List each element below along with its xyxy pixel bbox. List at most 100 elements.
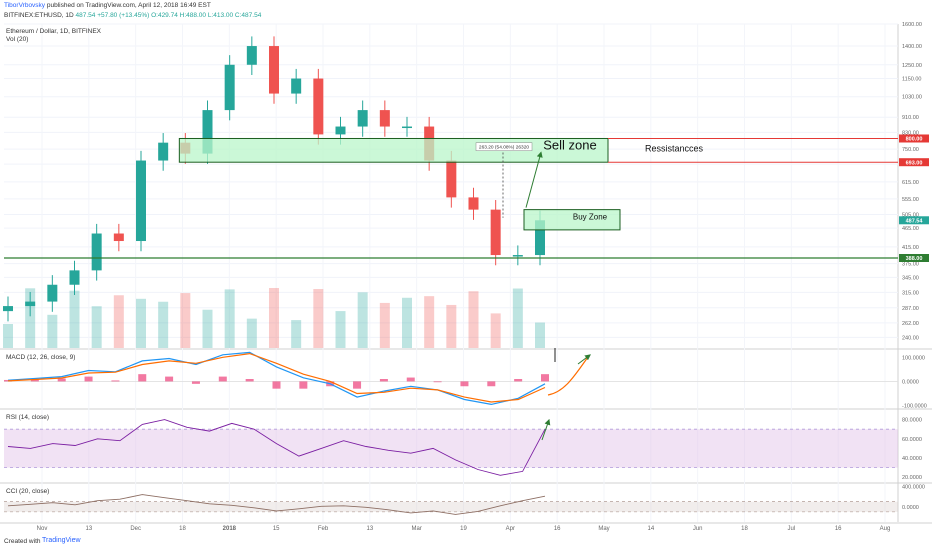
macd-histogram-bar xyxy=(191,381,200,384)
time-tick-label: 2018 xyxy=(223,526,237,532)
candle-body xyxy=(291,78,302,94)
volume-bar xyxy=(535,322,545,348)
time-tick-label: Mar xyxy=(411,526,421,532)
indicator-tick-label: 100.0000 xyxy=(902,355,925,361)
volume-bar xyxy=(490,313,501,348)
macd-histogram-bar xyxy=(299,381,308,389)
ohlc-values: O:429.74 H:488.00 L:413.00 C:487.54 xyxy=(151,12,262,19)
macd-histogram-bar xyxy=(379,379,388,382)
macd-projection-curve xyxy=(547,356,589,396)
volume-bar xyxy=(47,314,58,348)
candle-body xyxy=(335,126,346,135)
time-tick-label: Jul xyxy=(787,526,795,532)
price-tick-label: 1150.00 xyxy=(902,77,921,83)
candle-body xyxy=(535,220,545,256)
volume-bar xyxy=(113,295,124,348)
price-axis-tag-text: 388.00 xyxy=(906,256,923,262)
candle-body xyxy=(468,197,479,210)
macd-histogram-bar xyxy=(165,376,174,382)
price-axis-tag-text: 800.00 xyxy=(906,137,923,143)
time-tick-label: Feb xyxy=(318,526,329,532)
price-tick-label: 830.00 xyxy=(902,130,919,136)
macd-histogram-bar xyxy=(30,379,39,382)
indicator-tick-label: 0.0000 xyxy=(902,505,919,511)
volume-bar xyxy=(69,290,80,348)
price-text: 487.54 xyxy=(75,12,96,19)
time-tick-label: 13 xyxy=(85,526,92,532)
price-tick-label: 1400.00 xyxy=(902,44,922,50)
volume-bar xyxy=(468,291,479,348)
macd-projection-arrow xyxy=(577,354,591,365)
time-tick-label: 19 xyxy=(460,526,467,532)
measure-label-box xyxy=(475,142,533,151)
price-tick-label: 465.00 xyxy=(902,226,919,232)
macd-histogram-bar xyxy=(514,379,523,382)
price-tick-label: 315.00 xyxy=(902,290,919,296)
time-tick-label: 13 xyxy=(366,526,373,532)
volume-bar xyxy=(402,297,412,348)
price-tick-label: 615.00 xyxy=(902,180,919,186)
price-tick-label: 345.00 xyxy=(902,275,919,281)
macd-histogram-bar xyxy=(57,378,66,382)
cci-title: CCI (20, close) xyxy=(6,488,49,495)
time-tick-label: Aug xyxy=(880,526,891,532)
author-link[interactable]: TiborVrbovsky xyxy=(4,2,46,9)
volume-bar xyxy=(512,288,523,348)
volume-bar xyxy=(224,289,235,348)
time-tick-label: Nov xyxy=(37,526,48,532)
candle-body xyxy=(357,110,368,127)
price-axis-tag-resistance xyxy=(899,158,929,167)
price-tick-label: 555.00 xyxy=(902,197,919,203)
time-tick-label: May xyxy=(598,526,609,532)
candle-body xyxy=(402,126,412,129)
macd-histogram-bar xyxy=(433,381,442,383)
macd-histogram-bar xyxy=(541,374,549,382)
time-tick-label: Dec xyxy=(130,526,141,532)
macd-title: MACD (12, 26, close, 9) xyxy=(6,354,75,361)
price-tick-label: 1030.00 xyxy=(902,95,922,101)
ohlc-line: BITFINEX:ETHUSD, 1D 487.54 +57.80 (+13.4… xyxy=(4,12,261,19)
volume-bar xyxy=(180,293,191,348)
volume-bar xyxy=(379,302,390,348)
publish-line: TiborVrbovsky published on TradingView.c… xyxy=(4,2,211,9)
candle-body xyxy=(490,209,501,256)
candle-body xyxy=(69,270,80,285)
price-axis-tag-resistance xyxy=(899,134,929,143)
cci-line xyxy=(7,494,546,515)
indicator-tick-label: 40.0000 xyxy=(902,456,922,462)
time-tick-label: Jun xyxy=(693,526,703,532)
candle-body xyxy=(202,110,213,154)
buy-zone-box xyxy=(523,209,621,231)
price-tick-label: 750.00 xyxy=(902,147,919,153)
volume-bar xyxy=(335,311,346,348)
change-text: +57.80 (+13.45%) xyxy=(97,12,150,19)
candle-body xyxy=(3,306,13,312)
price-axis-tag-text: 693.00 xyxy=(906,160,923,166)
candle-body xyxy=(158,142,169,161)
volume-bar xyxy=(246,318,257,348)
rsi-line xyxy=(7,419,546,476)
volume-bar xyxy=(91,306,102,348)
tradingview-logo[interactable]: TradingView xyxy=(42,537,81,544)
price-tick-label: 240.00 xyxy=(902,335,919,341)
candle-body xyxy=(224,64,235,111)
cci-band xyxy=(4,501,898,512)
price-tick-label: 910.00 xyxy=(902,115,919,121)
price-axis-tag-last xyxy=(899,216,929,225)
indicator-tick-label: -100.0000 xyxy=(902,404,927,410)
time-tick-label: Apr xyxy=(506,526,515,532)
macd-histogram-bar xyxy=(353,381,362,389)
candles-group xyxy=(3,36,545,322)
volume-bar xyxy=(446,304,457,348)
macd-signal-line xyxy=(7,352,546,403)
volume-bar xyxy=(136,298,146,348)
rsi-projection-arrow xyxy=(541,418,551,441)
candle-body xyxy=(91,233,102,271)
time-tick-label: 18 xyxy=(741,526,748,532)
volume-bar xyxy=(158,301,169,348)
price-tick-label: 415.00 xyxy=(902,245,919,251)
macd-histogram-bar xyxy=(138,374,147,382)
macd-histogram-bar xyxy=(487,381,496,387)
macd-histogram-bar xyxy=(272,381,281,389)
